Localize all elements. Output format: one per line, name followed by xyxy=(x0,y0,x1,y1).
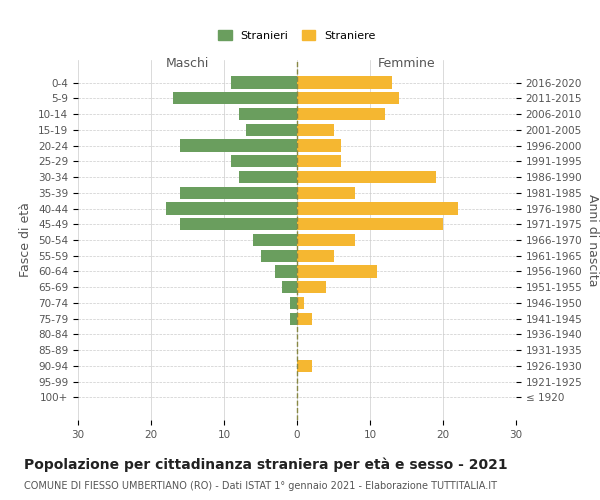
Bar xyxy=(297,155,341,168)
Text: Femmine: Femmine xyxy=(377,57,436,70)
Bar xyxy=(297,171,436,183)
Bar xyxy=(297,281,326,293)
Bar xyxy=(297,92,399,104)
Text: Popolazione per cittadinanza straniera per età e sesso - 2021: Popolazione per cittadinanza straniera p… xyxy=(24,458,508,472)
Bar xyxy=(297,108,385,120)
Bar xyxy=(297,218,443,230)
Text: COMUNE DI FIESSO UMBERTIANO (RO) - Dati ISTAT 1° gennaio 2021 - Elaborazione TUT: COMUNE DI FIESSO UMBERTIANO (RO) - Dati … xyxy=(24,481,497,491)
Bar xyxy=(297,266,377,278)
Bar xyxy=(297,250,334,262)
Bar xyxy=(297,360,311,372)
Bar xyxy=(239,108,297,120)
Bar xyxy=(297,202,458,214)
Bar xyxy=(180,186,297,199)
Bar xyxy=(166,202,297,214)
Bar xyxy=(180,218,297,230)
Bar xyxy=(253,234,297,246)
Bar xyxy=(290,312,297,325)
Text: Maschi: Maschi xyxy=(166,57,209,70)
Bar xyxy=(297,140,341,151)
Legend: Stranieri, Straniere: Stranieri, Straniere xyxy=(214,26,380,46)
Bar xyxy=(297,124,334,136)
Y-axis label: Anni di nascita: Anni di nascita xyxy=(586,194,599,286)
Bar xyxy=(180,140,297,151)
Bar xyxy=(275,266,297,278)
Bar xyxy=(260,250,297,262)
Bar xyxy=(290,297,297,309)
Bar xyxy=(246,124,297,136)
Bar xyxy=(297,76,392,88)
Y-axis label: Fasce di età: Fasce di età xyxy=(19,202,32,278)
Bar xyxy=(297,186,355,199)
Bar xyxy=(232,155,297,168)
Bar xyxy=(239,171,297,183)
Bar xyxy=(283,281,297,293)
Bar xyxy=(297,312,311,325)
Bar xyxy=(232,76,297,88)
Bar xyxy=(173,92,297,104)
Bar xyxy=(297,297,304,309)
Bar xyxy=(297,234,355,246)
